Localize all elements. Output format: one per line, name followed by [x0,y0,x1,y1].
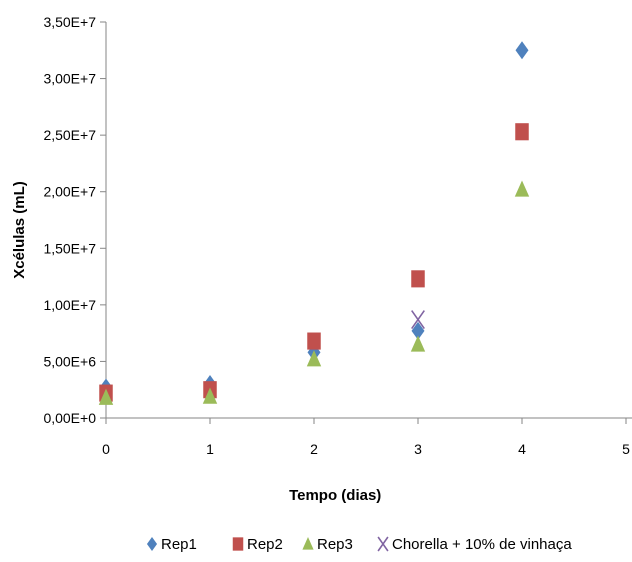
x-tick-label: 4 [518,441,526,457]
rep2-point [307,332,321,350]
rep3-point [514,180,530,197]
x-axis-title: Tempo (dias) [289,487,381,504]
rep1-point [411,321,425,340]
rep3-point [410,335,426,352]
y-tick-label: 3,50E+7 [43,14,96,30]
legend-marker-rep3 [302,537,314,550]
y-tick-label: 0,00E+0 [43,410,96,426]
y-axis-title: Xcélulas (mL) [11,181,28,279]
x-tick-label: 1 [206,441,214,457]
x-tick-label: 3 [414,441,422,457]
x-tick-label: 0 [102,441,110,457]
x-tick-label: 5 [622,441,630,457]
legend-label-chorella-10-de-vinha-a: Chorella + 10% de vinhaça [392,536,572,553]
rep2-point [515,123,529,141]
y-tick-label: 2,00E+7 [43,184,96,200]
chorella-10-de-vinha-a-point [411,310,425,330]
y-tick-label: 5,00E+6 [43,353,96,369]
legend-marker-rep2 [232,537,244,551]
legend-marker-rep1 [146,537,158,551]
rep2-point [411,270,425,288]
plot-area: 0,00E+0 5,00E+6 1,00E+7 1,50E+7 2,00E+7 2,50E… [43,14,632,457]
legend-label-rep2: Rep2 [247,536,283,553]
x-tick-label: 2 [310,441,318,457]
rep3-point [202,387,218,404]
x-axis-ticks: 0 1 2 3 4 5 [102,418,630,457]
y-tick-label: 3,00E+7 [43,71,96,87]
rep3-point [98,388,114,405]
rep1-point [515,41,529,60]
y-tick-label: 1,00E+7 [43,297,96,313]
legend: Rep1 Rep2 Rep3 Chorella + 10% de vinhaça [146,536,572,553]
legend-label-rep1: Rep1 [161,536,197,553]
data-points [98,41,530,405]
legend-marker-chorella-10-de-vinha-a [377,536,389,552]
y-tick-label: 2,50E+7 [43,127,96,143]
legend-label-rep3: Rep3 [317,536,353,553]
rep3-point [306,350,322,367]
y-axis-ticks: 0,00E+0 5,00E+6 1,00E+7 1,50E+7 2,00E+7 2,50E… [43,14,106,426]
y-tick-label: 1,50E+7 [43,240,96,256]
